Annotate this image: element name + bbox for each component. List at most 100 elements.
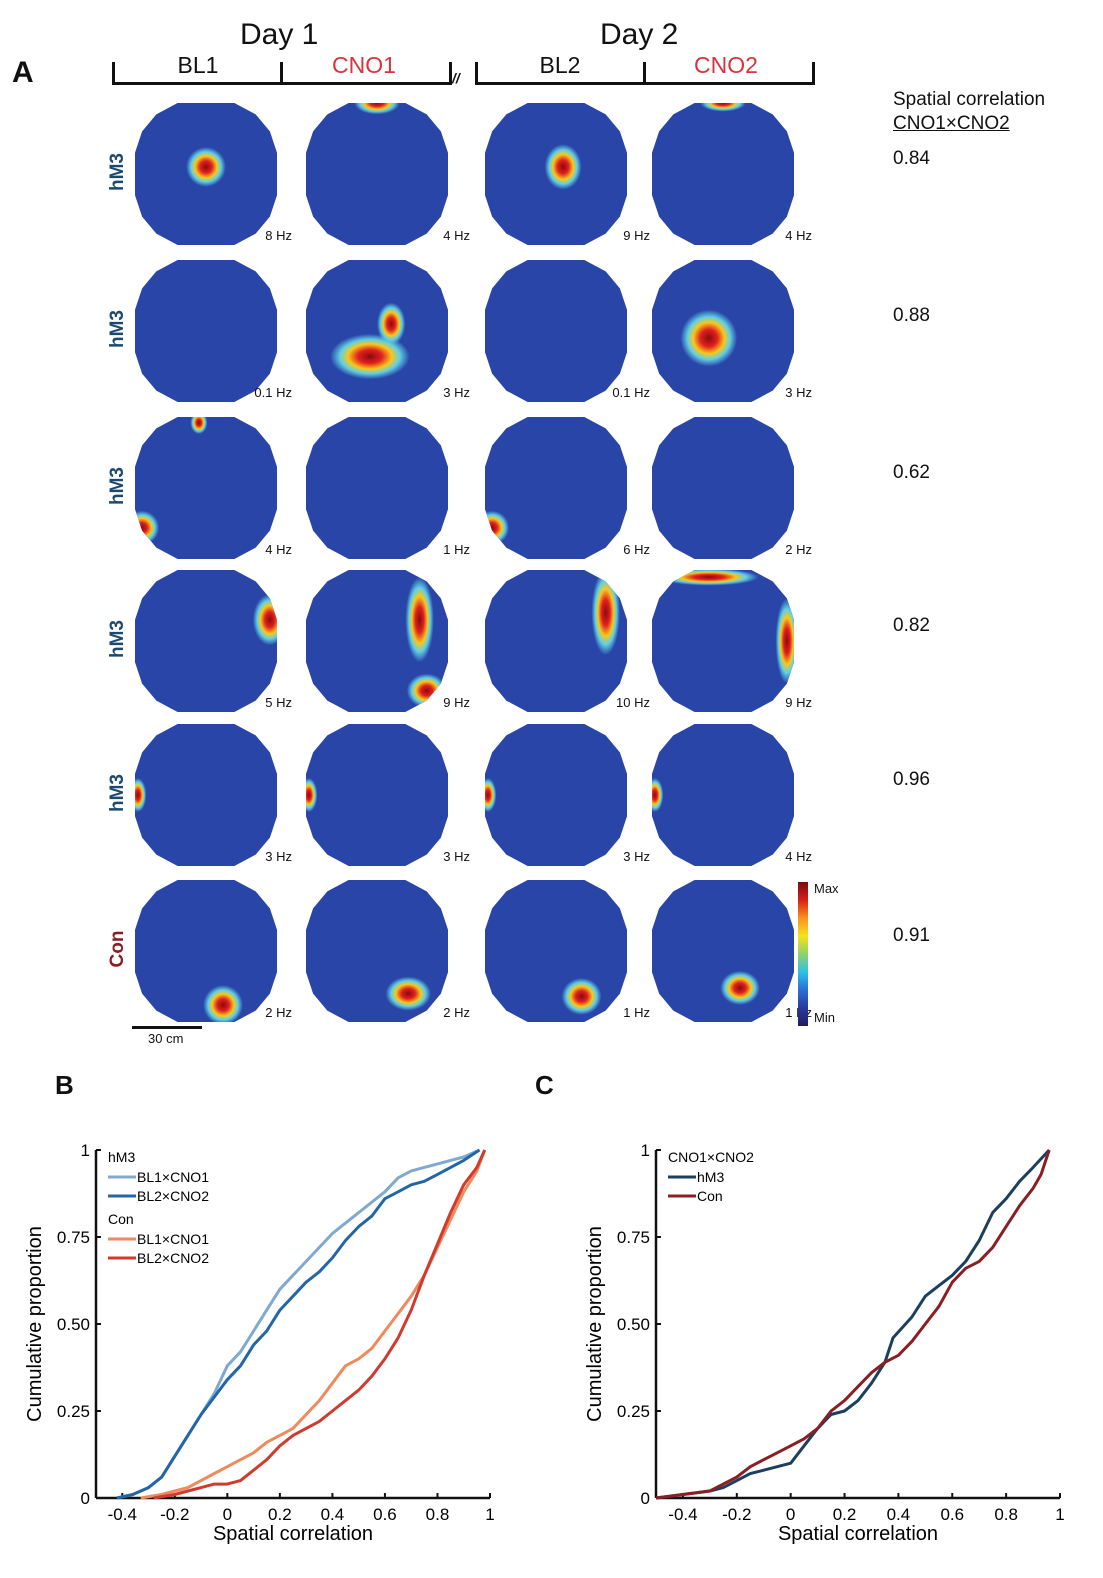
cdf-series-line	[153, 1149, 487, 1500]
rate-map	[485, 724, 627, 866]
peak-rate-label: 9 Hz	[623, 228, 650, 243]
row-group-label: hM3	[107, 310, 128, 348]
row-group-label: Con	[107, 930, 128, 968]
y-tick-label: 0.50	[57, 1315, 90, 1334]
x-axis-label: Spatial correlation	[778, 1523, 938, 1545]
day2-bracket-divider	[643, 62, 646, 82]
peak-rate-label: 3 Hz	[785, 385, 812, 400]
legend-entry: BL2×CNO2	[137, 1188, 209, 1204]
rate-map	[652, 103, 794, 245]
rate-map	[652, 260, 794, 402]
x-tick-label: 0.2	[833, 1505, 857, 1524]
x-tick-label: 0	[786, 1505, 795, 1524]
y-tick-label: 0.75	[617, 1228, 650, 1247]
colorbar-max-label: Max	[814, 881, 839, 896]
panel-a-letter: A	[12, 56, 34, 89]
y-tick-label: 1	[641, 1141, 650, 1160]
legend-entry: BL1×CNO1	[137, 1231, 209, 1247]
x-tick-label: 0.8	[426, 1505, 450, 1524]
row-group-label: hM3	[107, 467, 128, 505]
x-axis-label: Spatial correlation	[213, 1523, 373, 1545]
peak-rate-label: 1 Hz	[443, 542, 470, 557]
rate-map	[485, 417, 627, 559]
rate-map	[135, 103, 277, 245]
rate-map	[135, 880, 277, 1022]
day1-label: Day 1	[240, 18, 319, 51]
rate-map	[485, 880, 627, 1022]
rate-map	[485, 570, 627, 712]
chart-b: -0.4 -0.2 0 0.2 0.4 0.6 0.8 1 0 0.25 0.50 0.75 1 Spat…	[24, 1141, 495, 1545]
peak-rate-label: 4 Hz	[265, 542, 292, 557]
rate-map	[135, 724, 277, 866]
rate-map	[652, 724, 794, 866]
spatial-correlation-value: 0.84	[893, 148, 930, 169]
peak-rate-label: 9 Hz	[443, 695, 470, 710]
day2-label: Day 2	[600, 18, 679, 51]
y-axis-label: Cumulative proportion	[24, 1226, 46, 1422]
peak-rate-label: 2 Hz	[443, 1005, 470, 1020]
spatial-correlation-value: 0.91	[893, 925, 930, 946]
rate-map	[135, 260, 277, 402]
condition-label-cno1: CNO1	[332, 52, 396, 78]
corr-header: Spatial correlation CNO1×CNO2	[893, 88, 1045, 136]
chart-c: -0.4 -0.2 0 0.2 0.4 0.6 0.8 1 0 0.25 0.50 0.75 1 Spat…	[584, 1141, 1065, 1545]
rate-map	[306, 724, 448, 866]
peak-rate-label: 0.1 Hz	[612, 385, 650, 400]
x-tick-label: 0.4	[887, 1505, 911, 1524]
break-mark: //	[452, 70, 460, 86]
peak-rate-label: 1 Hz	[623, 1005, 650, 1020]
x-tick-label: 1	[485, 1505, 494, 1524]
peak-rate-label: 6 Hz	[623, 542, 650, 557]
legend-entry: BL1×CNO1	[137, 1169, 209, 1185]
rate-map	[485, 260, 627, 402]
peak-rate-label: 4 Hz	[785, 849, 812, 864]
spatial-correlation-value: 0.82	[893, 615, 930, 636]
legend-title: hM3	[108, 1149, 135, 1165]
row-group-label: hM3	[107, 620, 128, 658]
x-tick-label: 0.2	[268, 1505, 292, 1524]
x-tick-label: 0.4	[321, 1505, 345, 1524]
colorbar-min-label: Min	[814, 1010, 835, 1025]
condition-label-bl1: BL1	[177, 52, 219, 78]
spatial-correlation-value: 0.62	[893, 462, 930, 483]
peak-rate-label: 3 Hz	[623, 849, 650, 864]
cdf-series-line	[116, 1148, 481, 1500]
peak-rate-label: 2 Hz	[265, 1005, 292, 1020]
rate-map	[652, 880, 794, 1022]
panel-b-letter: B	[55, 1070, 74, 1100]
spatial-correlation-value: 0.96	[893, 769, 930, 790]
y-tick-label: 0.75	[57, 1228, 90, 1247]
x-tick-label: 0	[223, 1505, 232, 1524]
spatial-correlation-value: 0.88	[893, 305, 930, 326]
peak-rate-label: 9 Hz	[785, 695, 812, 710]
day1-bracket	[112, 62, 452, 85]
peak-rate-label: 2 Hz	[785, 542, 812, 557]
y-tick-label: 0.25	[57, 1402, 90, 1421]
condition-label-bl2: BL2	[539, 52, 581, 78]
rate-map	[306, 103, 448, 245]
x-tick-label: 0.6	[940, 1505, 964, 1524]
colorbar	[798, 882, 808, 1026]
panel-c-letter: C	[535, 1070, 554, 1100]
day1-bracket-divider	[280, 62, 283, 82]
rate-map	[135, 417, 277, 559]
corr-header-subtitle: CNO1×CNO2	[893, 113, 1010, 134]
peak-rate-label: 8 Hz	[265, 228, 292, 243]
rate-map	[306, 260, 448, 402]
x-tick-label: -0.4	[108, 1505, 137, 1524]
legend-title: CNO1×CNO2	[668, 1149, 754, 1165]
peak-rate-label: 0.1 Hz	[254, 385, 292, 400]
x-tick-label: 0.6	[373, 1505, 397, 1524]
x-tick-label: 1	[1055, 1505, 1064, 1524]
peak-rate-label: 5 Hz	[265, 695, 292, 710]
peak-rate-label: 4 Hz	[443, 228, 470, 243]
day2-bracket	[475, 62, 815, 85]
y-tick-label: 1	[81, 1141, 90, 1160]
legend-entry: BL2×CNO2	[137, 1250, 209, 1266]
legend-entry: hM3	[697, 1169, 724, 1185]
rate-map	[306, 570, 448, 712]
y-tick-label: 0.25	[617, 1402, 650, 1421]
x-tick-label: -0.2	[722, 1505, 751, 1524]
y-tick-label: 0	[81, 1489, 90, 1508]
corr-header-title: Spatial correlation	[893, 89, 1046, 110]
